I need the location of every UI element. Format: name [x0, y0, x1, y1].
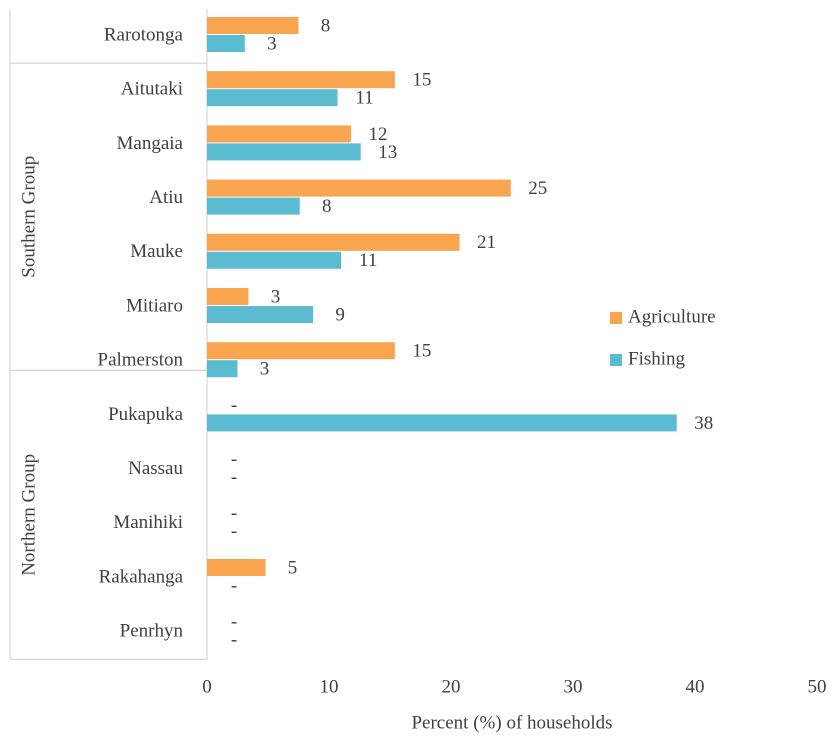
data-label: - — [231, 521, 237, 542]
y-tick-label: Palmerston — [98, 350, 184, 371]
y-tick-label: Mitiaro — [126, 295, 183, 316]
bar — [207, 179, 511, 197]
data-label: 3 — [267, 33, 277, 54]
bar — [207, 233, 460, 251]
x-tick-label: 40 — [686, 676, 705, 697]
x-tick-label: 20 — [442, 676, 461, 697]
data-label: 21 — [477, 232, 496, 253]
bar — [207, 17, 299, 34]
data-label: 5 — [288, 557, 298, 578]
y-tick-label: Rarotonga — [104, 24, 184, 45]
data-label: - — [231, 575, 237, 596]
data-label: 8 — [322, 196, 332, 217]
bar — [207, 89, 338, 107]
data-label: 13 — [378, 142, 397, 163]
legend-label: Agriculture — [628, 306, 716, 327]
x-axis-title: Percent (%) of households — [411, 712, 612, 733]
y-tick-label: Atiu — [149, 187, 183, 208]
bar — [207, 35, 245, 52]
data-label: 25 — [528, 178, 547, 199]
bar — [207, 71, 395, 89]
data-label: - — [231, 612, 237, 633]
bar — [207, 342, 395, 360]
data-label: 3 — [260, 359, 270, 380]
data-label: - — [231, 503, 237, 524]
data-label: 12 — [368, 124, 387, 145]
data-label: - — [231, 395, 237, 416]
bar — [207, 197, 300, 215]
y-tick-label: Manihiki — [113, 512, 183, 533]
bar — [207, 125, 351, 143]
y-tick-label: Penrhyn — [120, 621, 184, 642]
group-label: Northern Group — [18, 454, 39, 576]
data-label: - — [231, 449, 237, 470]
y-tick-label: Rakahanga — [99, 566, 184, 587]
data-label: 15 — [412, 341, 431, 362]
x-tick-label: 0 — [202, 676, 212, 697]
x-tick-label: 50 — [808, 676, 827, 697]
data-label: 8 — [321, 15, 331, 36]
group-label: Southern Group — [18, 156, 39, 278]
x-tick-label: 10 — [320, 676, 339, 697]
data-label: 9 — [335, 304, 345, 325]
x-tick-label: 30 — [564, 676, 583, 697]
bar — [207, 559, 266, 576]
y-tick-label: Pukapuka — [108, 404, 184, 425]
data-label: 38 — [694, 413, 713, 434]
bar — [207, 306, 314, 323]
y-tick-label: Nassau — [128, 458, 183, 479]
legend-swatch — [610, 354, 622, 366]
data-label: - — [231, 467, 237, 488]
bar — [207, 414, 677, 432]
bar — [207, 288, 249, 305]
legend-label: Fishing — [628, 348, 686, 369]
data-label: 11 — [355, 88, 373, 109]
legend-swatch — [610, 312, 622, 324]
bar — [207, 360, 238, 378]
data-label: - — [231, 630, 237, 651]
y-tick-label: Aitutaki — [121, 79, 183, 100]
data-label: 11 — [359, 250, 377, 271]
y-tick-label: Mauke — [130, 241, 183, 262]
bar — [207, 143, 361, 161]
bar — [207, 251, 342, 269]
data-label: 15 — [412, 70, 431, 91]
data-label: 3 — [271, 286, 281, 307]
y-tick-label: Mangaia — [117, 133, 184, 154]
